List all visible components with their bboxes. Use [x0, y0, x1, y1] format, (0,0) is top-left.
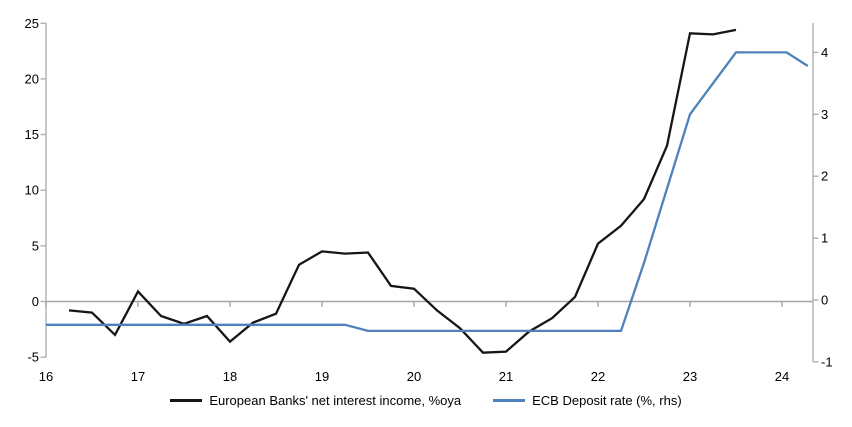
left-axis-tick-label: 5	[32, 238, 39, 253]
legend-label-net-interest-income: European Banks' net interest income, %oy…	[209, 393, 462, 408]
x-axis-tick-label: 21	[499, 369, 513, 384]
x-axis-tick-label: 17	[131, 369, 145, 384]
left-axis-tick-label: 15	[25, 127, 39, 142]
right-axis-tick-label: 2	[821, 169, 828, 184]
right-axis-tick-label: 1	[821, 231, 828, 246]
series-line-ecb-deposit-rate	[46, 51, 809, 333]
black-line-swatch	[170, 399, 203, 402]
x-axis-tick-label: 18	[223, 369, 237, 384]
right-axis-tick-label: -1	[821, 354, 833, 369]
x-axis-tick-label: 16	[39, 369, 53, 384]
right-axis-tick-label: 0	[821, 293, 828, 308]
left-axis-tick-label: 25	[25, 16, 39, 31]
legend-item-net-interest-income: European Banks' net interest income, %oy…	[170, 393, 461, 408]
chart-legend: European Banks' net interest income, %oy…	[0, 393, 852, 408]
left-axis-tick-label: 10	[25, 183, 39, 198]
legend-item-ecb-deposit-rate: ECB Deposit rate (%, rhs)	[493, 393, 682, 408]
right-axis-tick-label: 4	[821, 45, 828, 60]
left-axis-tick-label: 0	[32, 294, 39, 309]
x-axis-tick-label: 23	[683, 369, 697, 384]
x-axis-tick-label: 19	[315, 369, 329, 384]
x-axis-tick-label: 20	[407, 369, 421, 384]
left-axis-tick-label: -5	[27, 350, 39, 365]
x-axis-tick-label: 24	[775, 369, 789, 384]
legend-label-ecb-deposit-rate: ECB Deposit rate (%, rhs)	[532, 393, 682, 408]
series-line-net-interest-income	[68, 28, 737, 354]
x-axis-tick-label: 22	[591, 369, 605, 384]
blue-line-swatch	[493, 399, 526, 402]
left-axis-tick-label: 20	[25, 71, 39, 86]
right-axis-tick-label: 3	[821, 107, 828, 122]
